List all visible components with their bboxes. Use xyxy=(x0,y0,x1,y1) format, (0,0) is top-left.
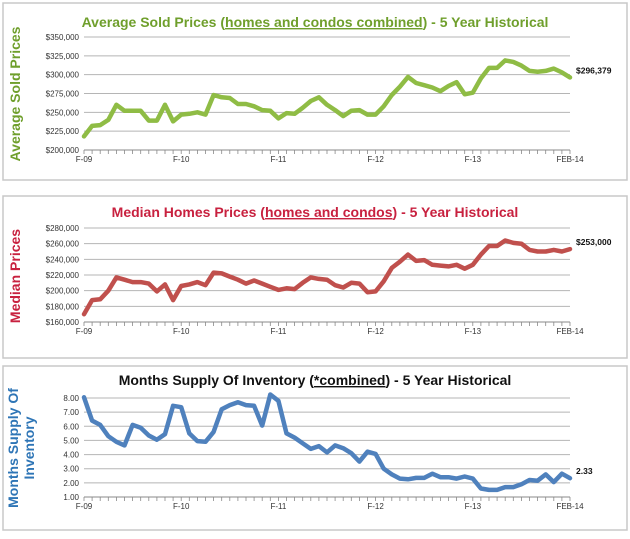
y-tick-label: 6.00 xyxy=(63,422,79,431)
y-tick-label: 7.00 xyxy=(63,408,79,417)
x-tick-label: F-09 xyxy=(76,327,93,336)
y-tick-label: $200,000 xyxy=(46,146,80,155)
title-part: ) - 5 Year Historical xyxy=(386,372,512,388)
x-tick-label: F-10 xyxy=(173,155,190,164)
x-tick-label: F-12 xyxy=(367,155,384,164)
x-tick-label: F-10 xyxy=(173,502,190,511)
x-tick-label: F-10 xyxy=(173,327,190,336)
x-tick-label: F-09 xyxy=(76,155,93,164)
x-tick-label: FEB-14 xyxy=(556,327,584,336)
title-part: Median Homes Prices ( xyxy=(112,204,266,220)
y-axis-label: Median Prices xyxy=(7,229,23,323)
x-tick-label: F-11 xyxy=(270,155,286,164)
y-tick-label: $250,000 xyxy=(46,108,80,117)
chart-title: Median Homes Prices (homes and condos) -… xyxy=(112,204,519,220)
y-tick-label: $200,000 xyxy=(46,287,80,296)
end-value-label: 2.33 xyxy=(576,466,593,476)
x-tick-label: F-13 xyxy=(465,155,482,164)
y-axis-label-line: Inventory xyxy=(21,416,37,479)
y-tick-label: 2.00 xyxy=(63,479,79,488)
y-axis-label-line: Months Supply Of xyxy=(5,388,21,508)
x-tick-label: F-11 xyxy=(270,502,286,511)
y-axis-label: Average Sold Prices xyxy=(7,26,23,161)
title-part: ) - 5 Year Historical xyxy=(393,204,519,220)
y-tick-label: 5.00 xyxy=(63,436,79,445)
y-tick-label: 8.00 xyxy=(63,394,79,403)
chart-panel-3: Months Supply Of Inventory (*combined) -… xyxy=(3,366,627,530)
y-tick-label: $275,000 xyxy=(46,90,80,99)
y-tick-label: $225,000 xyxy=(46,127,80,136)
title-part: ) - 5 Year Historical xyxy=(423,14,549,30)
y-tick-label: $240,000 xyxy=(46,255,80,264)
y-tick-label: $260,000 xyxy=(46,240,80,249)
x-tick-label: F-13 xyxy=(465,327,482,336)
title-part: Months Supply Of Inventory ( xyxy=(119,372,315,388)
x-tick-label: F-12 xyxy=(367,327,384,336)
y-tick-label: 1.00 xyxy=(63,493,79,502)
title-part: *combined xyxy=(314,372,386,388)
x-tick-label: FEB-14 xyxy=(556,502,584,511)
y-tick-label: $325,000 xyxy=(46,52,80,61)
x-tick-label: F-12 xyxy=(367,502,384,511)
x-tick-label: F-09 xyxy=(76,502,93,511)
x-tick-label: F-13 xyxy=(465,502,482,511)
y-tick-label: $350,000 xyxy=(46,33,80,42)
y-tick-label: $280,000 xyxy=(46,224,80,233)
x-tick-label: F-11 xyxy=(270,327,286,336)
chart-panel-2: Median Homes Prices (homes and condos) -… xyxy=(3,196,627,358)
title-part: Average Sold Prices ( xyxy=(82,14,226,30)
end-value-label: $253,000 xyxy=(576,237,612,247)
y-tick-label: $160,000 xyxy=(46,318,80,327)
y-tick-label: $220,000 xyxy=(46,271,80,280)
y-tick-label: 3.00 xyxy=(63,465,79,474)
y-tick-label: $180,000 xyxy=(46,302,80,311)
title-part: homes and condos combined xyxy=(225,14,423,30)
title-part: homes and condos xyxy=(265,204,393,220)
x-tick-label: FEB-14 xyxy=(556,155,584,164)
end-value-label: $296,379 xyxy=(576,65,612,75)
chart-title: Average Sold Prices (homes and condos co… xyxy=(82,14,549,30)
chart-title: Months Supply Of Inventory (*combined) -… xyxy=(119,372,512,388)
y-tick-label: 4.00 xyxy=(63,451,79,460)
chart-panel-1: Average Sold Prices (homes and condos co… xyxy=(3,3,627,180)
y-tick-label: $300,000 xyxy=(46,71,80,80)
